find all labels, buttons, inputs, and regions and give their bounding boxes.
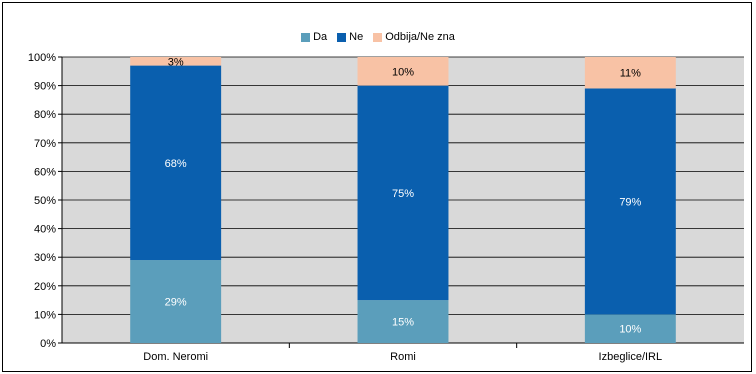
y-tick-label: 90% bbox=[34, 81, 56, 93]
bar-segment bbox=[584, 88, 676, 315]
bar-segment bbox=[357, 85, 449, 301]
legend-item-odbija: Odbija/Ne zna bbox=[373, 31, 455, 43]
data-label: 75% bbox=[392, 188, 414, 200]
x-tick-label: Dom. Neromi bbox=[143, 351, 208, 363]
data-label: 15% bbox=[392, 317, 414, 329]
legend-swatch-odbija bbox=[373, 32, 383, 42]
y-tick-label: 40% bbox=[34, 224, 56, 236]
y-tick-label: 70% bbox=[34, 138, 56, 150]
legend-label-odbija: Odbija/Ne zna bbox=[385, 31, 455, 43]
data-label: 3% bbox=[168, 56, 184, 68]
data-label: 11% bbox=[620, 68, 641, 80]
y-tick-label: 80% bbox=[34, 109, 56, 121]
bar-segment bbox=[130, 260, 222, 343]
bar-segment bbox=[130, 57, 222, 66]
bar-segment bbox=[357, 57, 449, 86]
legend-label-da: Da bbox=[313, 31, 328, 43]
legend-swatch-ne bbox=[337, 32, 347, 42]
data-label: 79% bbox=[619, 196, 641, 208]
bar-segment bbox=[357, 300, 449, 343]
bar-segment bbox=[584, 57, 676, 89]
bar-segment bbox=[130, 65, 222, 261]
data-label: 68% bbox=[165, 158, 187, 170]
data-label: 10% bbox=[392, 66, 414, 78]
x-tick-label: Izbeglice/IRL bbox=[599, 351, 663, 363]
y-tick-label: 30% bbox=[34, 252, 56, 264]
y-tick-label: 60% bbox=[34, 166, 56, 178]
y-tick-label: 50% bbox=[34, 195, 56, 207]
y-tick-label: 0% bbox=[40, 338, 56, 350]
data-label: 29% bbox=[165, 297, 187, 309]
x-tick-label: Romi bbox=[390, 351, 416, 363]
legend-label-ne: Ne bbox=[349, 31, 364, 43]
legend-item-da: Da bbox=[301, 31, 327, 43]
legend-item-ne: Ne bbox=[337, 31, 363, 43]
y-tick-label: 100% bbox=[28, 52, 56, 64]
chart-legend: Da Ne Odbija/Ne zna bbox=[0, 31, 756, 43]
legend-swatch-da bbox=[301, 32, 311, 42]
bar-segment bbox=[584, 314, 676, 343]
data-label: 10% bbox=[619, 324, 641, 336]
y-tick-label: 20% bbox=[34, 281, 56, 293]
y-tick-label: 10% bbox=[34, 309, 56, 321]
